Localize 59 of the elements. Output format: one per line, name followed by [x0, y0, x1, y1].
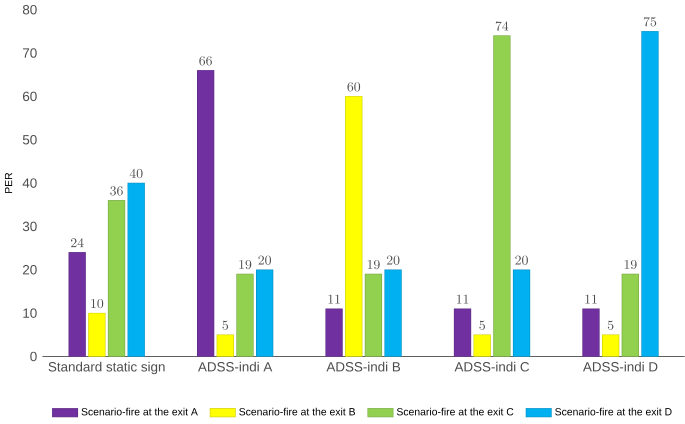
data-label: 19: [368, 260, 380, 270]
data-label: 19: [239, 260, 252, 270]
bar: [325, 308, 343, 358]
y-tick-label: 80: [22, 5, 37, 15]
legend-label: Scenario-fire at the exit D: [555, 408, 672, 416]
data-label: 36: [110, 186, 123, 196]
bar: [512, 270, 530, 358]
bar: [256, 270, 274, 358]
y-axis-title: PER: [4, 173, 12, 194]
bar: [196, 70, 214, 358]
bar: [641, 31, 659, 358]
data-label: 60: [347, 82, 360, 92]
bar: [345, 96, 362, 358]
bar: [128, 183, 145, 358]
bar: [384, 270, 402, 358]
y-tick-label: 0: [30, 352, 37, 362]
data-label: 40: [130, 169, 143, 178]
y-tick-label: 40: [22, 178, 37, 188]
x-tick-label: ADSS-indi A: [198, 362, 272, 372]
data-label: 11: [328, 294, 340, 304]
bar: [474, 334, 491, 358]
data-label: 11: [585, 294, 597, 304]
data-label: 20: [386, 256, 400, 266]
legend-label: Scenario-fire at the exit A: [82, 408, 198, 416]
bar: [582, 308, 600, 358]
data-label: 10: [91, 299, 104, 308]
data-label: 24: [70, 238, 84, 248]
y-tick-label: 70: [23, 48, 37, 58]
data-label: 11: [456, 294, 468, 304]
y-tick-label: 60: [23, 92, 37, 102]
y-tick-label: 10: [23, 308, 37, 318]
data-label: 20: [515, 256, 528, 266]
x-tick-label: ADSS-indi D: [582, 362, 658, 372]
bar: [622, 274, 639, 358]
y-tick-label: 30: [22, 222, 37, 232]
bar: [236, 274, 254, 358]
bar: [493, 36, 511, 358]
data-label: 66: [199, 56, 212, 66]
y-tick-label: 20: [23, 265, 37, 275]
bar: [68, 252, 86, 358]
bar: [364, 274, 382, 358]
bar: [454, 308, 472, 358]
x-tick-label: ADSS-indi B: [326, 362, 400, 372]
y-tick-label: 50: [22, 135, 37, 145]
bar: [108, 200, 126, 358]
bar: [216, 334, 234, 358]
data-label: 5: [222, 320, 228, 330]
data-label: 5: [479, 320, 485, 330]
bar: [602, 334, 620, 358]
bar: [88, 313, 106, 358]
data-label: 20: [258, 256, 271, 266]
legend-label: Scenario-fire at the exit C: [396, 408, 514, 416]
x-tick-label: Standard static sign: [48, 362, 165, 374]
data-label: 19: [624, 260, 637, 270]
legend-label: Scenario-fire at the exit B: [239, 408, 356, 416]
x-tick-label: ADSS-indi C: [454, 362, 530, 372]
data-label: 75: [644, 17, 656, 27]
data-label: 74: [496, 22, 508, 31]
data-label: 5: [608, 320, 614, 330]
